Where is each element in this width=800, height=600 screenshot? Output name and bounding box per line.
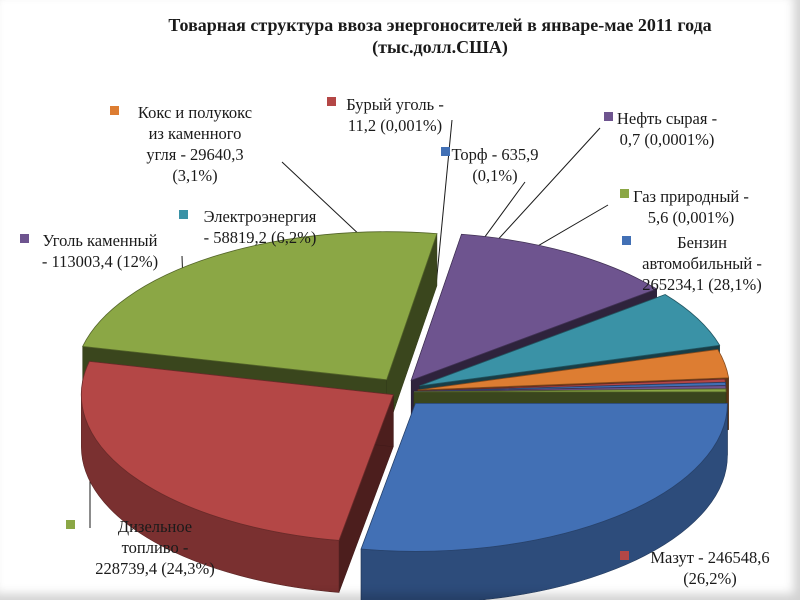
data-label-газ-природный: Газ природный -5,6 (0,001%) [633,187,749,227]
legend-key-газ-природный [620,189,629,198]
data-label-нефть-сырая: Нефть сырая -0,7 (0,0001%) [617,109,717,149]
slice-электроэнергия[interactable] [419,294,721,387]
data-label-дизельное-топливо: Дизельное топливо -228739,4 (24,3%) [95,517,215,578]
chart-title: Товарная структура ввоза энергоносителей… [120,14,760,58]
slice-labels: Бензин автомобильный -265234,1 (28,1%) Маз… [20,95,770,588]
leader-line-бурый-уголь [435,119,453,287]
data-label-электроэнергия: Электроэнергия - 58819,2 (6,2%) [204,207,317,247]
data-label-мазут: Мазут - 246548,6 (26,2%) [650,548,769,588]
slice-tops [80,231,730,552]
legend-key-мазут [620,551,629,560]
legend-key-кокс-и-полукокс-из-каменного-угля [110,106,119,115]
legend-key-бурый-уголь [327,97,336,106]
legend-key-нефть-сырая [604,112,613,121]
chart-title-line-1: Товарная структура ввоза энергоносителей… [168,15,712,35]
chart-title-line-2: (тыс.долл.США) [372,37,508,57]
slice-бензин-автомобильный[interactable] [360,402,728,552]
data-label-бурый-уголь: Бурый уголь -11,2 (0,001%) [346,95,444,135]
slice-газ-природный[interactable] [413,388,727,393]
slice-дизельное-топливо[interactable] [82,231,438,381]
legend-key-уголь-каменный [20,234,29,243]
slice-кокс-и-полукокс-из-каменного-угля[interactable] [417,348,730,391]
legend-key-бензин-автомобильный [622,236,631,245]
legend-key-электроэнергия [179,210,188,219]
legend-key-дизельное-топливо [66,520,75,529]
data-label-торф: Торф - 635,9 (0,1%) [452,145,539,185]
data-label-уголь-каменный: Уголь каменный - 113003,4 (12%) [42,231,158,271]
data-label-бензин-автомобильный: Бензин автомобильный -265234,1 (28,1%) [642,233,762,294]
slice-мазут[interactable] [80,360,394,541]
data-label-кокс-и-полукокс-из-каменного-угля: Кокс и полукокс из каменного угля - 29640,… [138,103,252,185]
slice-уголь-каменный[interactable] [410,233,658,381]
legend-key-торф [441,147,450,156]
